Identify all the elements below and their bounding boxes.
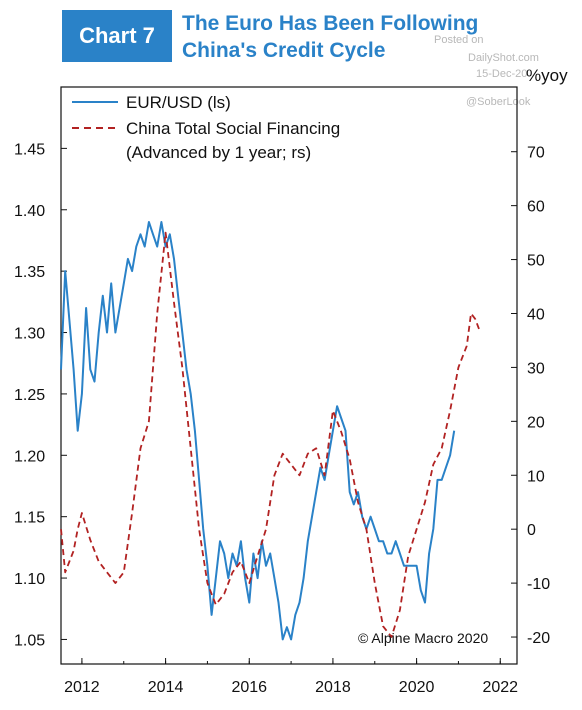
right-tick-label: 60	[527, 199, 545, 216]
right-tick-label: 30	[527, 360, 545, 377]
left-tick-label: 1.25	[14, 387, 45, 404]
axis-ticks: 1.05 1.10 1.15 1.20 1.25 1.30 1.35 1.40 1.45 -20 -…	[14, 141, 550, 696]
series-line-china-tsf	[60, 231, 481, 638]
source-credit: © Alpine Macro 2020	[358, 630, 488, 646]
left-tick-label: 1.10	[14, 571, 45, 588]
left-tick-label: 1.35	[14, 264, 45, 281]
left-tick-label: 1.40	[14, 203, 45, 220]
right-tick-label: -10	[527, 576, 550, 593]
x-tick-label: 2018	[315, 679, 351, 696]
plot-frame	[60, 86, 518, 665]
badge-text: Chart 7	[79, 23, 155, 48]
chart-title: The Euro Has Been Following China's Cred…	[182, 10, 478, 64]
x-tick-label: 2022	[482, 679, 518, 696]
right-tick-label: 70	[527, 145, 545, 162]
left-tick-label: 1.05	[14, 632, 45, 649]
x-tick-label: 2012	[64, 679, 100, 696]
watermark-posted: Posted on	[434, 34, 484, 46]
x-tick-label: 2014	[148, 679, 184, 696]
left-tick-label: 1.20	[14, 448, 45, 465]
legend-label-eur: EUR/USD (ls)	[126, 93, 231, 112]
x-tick-label: 2020	[399, 679, 435, 696]
watermark-date: 15-Dec-20	[476, 68, 528, 80]
right-tick-label: 10	[527, 468, 545, 485]
watermark-handle: @SoberLook	[466, 96, 531, 108]
series-line-eurusd	[60, 221, 456, 641]
right-tick-label: -20	[527, 630, 550, 647]
right-tick-label: 20	[527, 414, 545, 431]
left-tick-label: 1.15	[14, 510, 45, 527]
chart-title-line-1: The Euro Has Been Following	[182, 12, 479, 35]
legend-label-china: China Total Social Financing	[126, 119, 340, 138]
left-tick-label: 1.45	[14, 141, 45, 158]
right-tick-label: 40	[527, 306, 545, 323]
legend: EUR/USD (ls) China Total Social Financin…	[72, 93, 340, 162]
chart-title-line-2: China's Credit Cycle	[182, 39, 386, 62]
right-tick-label: 0	[527, 522, 536, 539]
left-tick-label: 1.30	[14, 326, 45, 343]
chart-number-badge: Chart 7	[62, 10, 172, 62]
x-tick-label: 2016	[231, 679, 267, 696]
right-axis-unit-label: %yoy	[526, 66, 568, 85]
series-layer	[60, 221, 481, 641]
watermark-site: DailyShot.com	[468, 52, 539, 64]
right-tick-label: 50	[527, 253, 545, 270]
legend-label-china-2: (Advanced by 1 year; rs)	[126, 143, 311, 162]
